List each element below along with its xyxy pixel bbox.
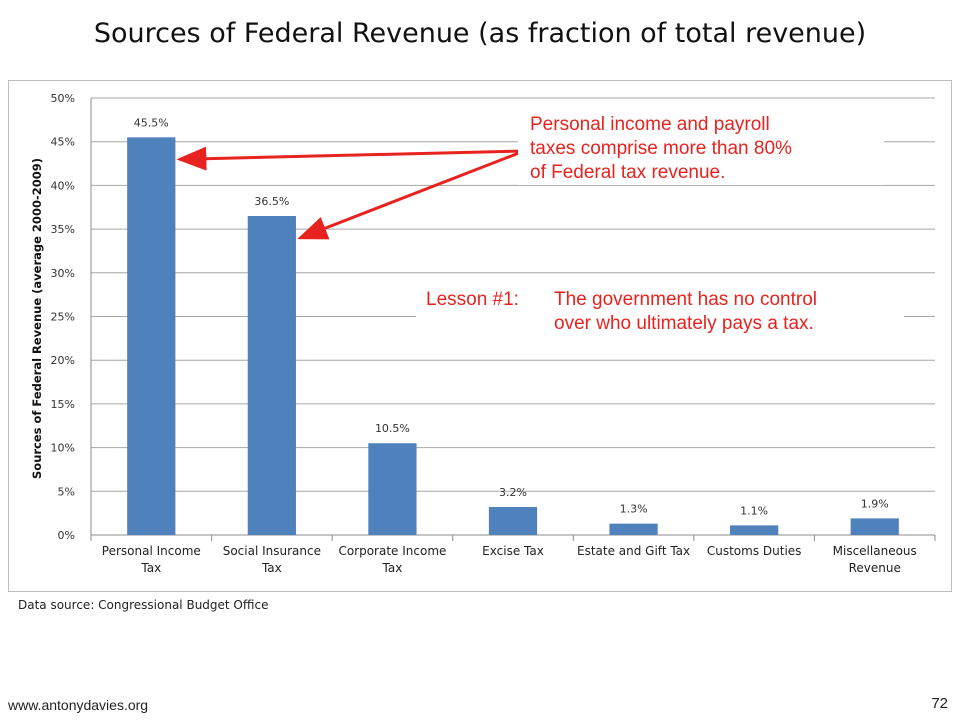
lesson-line-2: over who ultimately pays a tax.: [554, 313, 814, 334]
data-source-note: Data source: Congressional Budget Office: [18, 598, 269, 612]
x-category-label: Revenue: [849, 561, 901, 575]
data-label: 3.2%: [499, 486, 527, 499]
x-category-label: Tax: [140, 561, 161, 575]
x-category-label: Social Insurance: [223, 544, 321, 558]
data-label: 36.5%: [254, 195, 289, 208]
y-tick-label: 5%: [58, 485, 75, 498]
y-tick-label: 30%: [51, 267, 75, 280]
callout-income-payroll: Personal income and payroll taxes compri…: [518, 113, 884, 185]
callout-line-3: of Federal tax revenue.: [530, 162, 726, 183]
x-category-label: Corporate Income: [338, 544, 446, 558]
lesson-line-1: The government has no control: [554, 289, 817, 310]
lesson-label: Lesson #1:: [426, 289, 519, 310]
y-tick-label: 35%: [51, 223, 75, 236]
annotation-arrow: [297, 149, 525, 240]
x-category-label: Excise Tax: [482, 544, 544, 558]
x-category-label: Miscellaneous: [833, 544, 917, 558]
bar: [368, 443, 417, 535]
data-label: 45.5%: [134, 116, 169, 129]
callout-line-2: taxes comprise more than 80%: [530, 138, 792, 159]
y-tick-label: 10%: [51, 442, 75, 455]
y-tick-label: 15%: [51, 398, 75, 411]
y-tick-label: 50%: [51, 92, 75, 105]
bar: [127, 137, 176, 535]
callout-lesson: Lesson #1: The government has no control…: [416, 288, 904, 336]
y-tick-label: 0%: [58, 529, 75, 542]
data-label: 1.3%: [620, 503, 648, 516]
data-label: 1.9%: [861, 497, 889, 510]
x-category-label: Tax: [382, 561, 403, 575]
bar: [850, 518, 899, 535]
annotation-arrow: [176, 146, 525, 171]
x-category-label: Estate and Gift Tax: [577, 544, 690, 558]
x-category-label: Customs Duties: [707, 544, 802, 558]
footer-url[interactable]: www.antonydavies.org: [8, 697, 149, 713]
y-tick-label: 20%: [51, 354, 75, 367]
y-tick-label: 45%: [51, 136, 75, 149]
y-tick-label: 25%: [51, 311, 75, 324]
x-category-label: Tax: [261, 561, 282, 575]
slide-title: Sources of Federal Revenue (as fraction …: [93, 18, 867, 49]
bar: [730, 525, 779, 535]
data-label: 10.5%: [375, 422, 410, 435]
bar-chart: 0% 5% 10% 15% 20% 25% 30% 35% 40% 45% 50% 45.5% Pers…: [30, 92, 936, 575]
y-tick-label: 40%: [51, 179, 75, 192]
bar: [609, 523, 658, 535]
page-number: 72: [931, 695, 948, 712]
y-axis-title: Sources of Federal Revenue (average 2000…: [30, 158, 44, 479]
bar: [247, 215, 296, 536]
data-label: 1.1%: [740, 504, 768, 517]
x-category-label: Personal Income: [102, 544, 201, 558]
bar: [488, 507, 538, 535]
callout-line-1: Personal income and payroll: [530, 114, 770, 135]
